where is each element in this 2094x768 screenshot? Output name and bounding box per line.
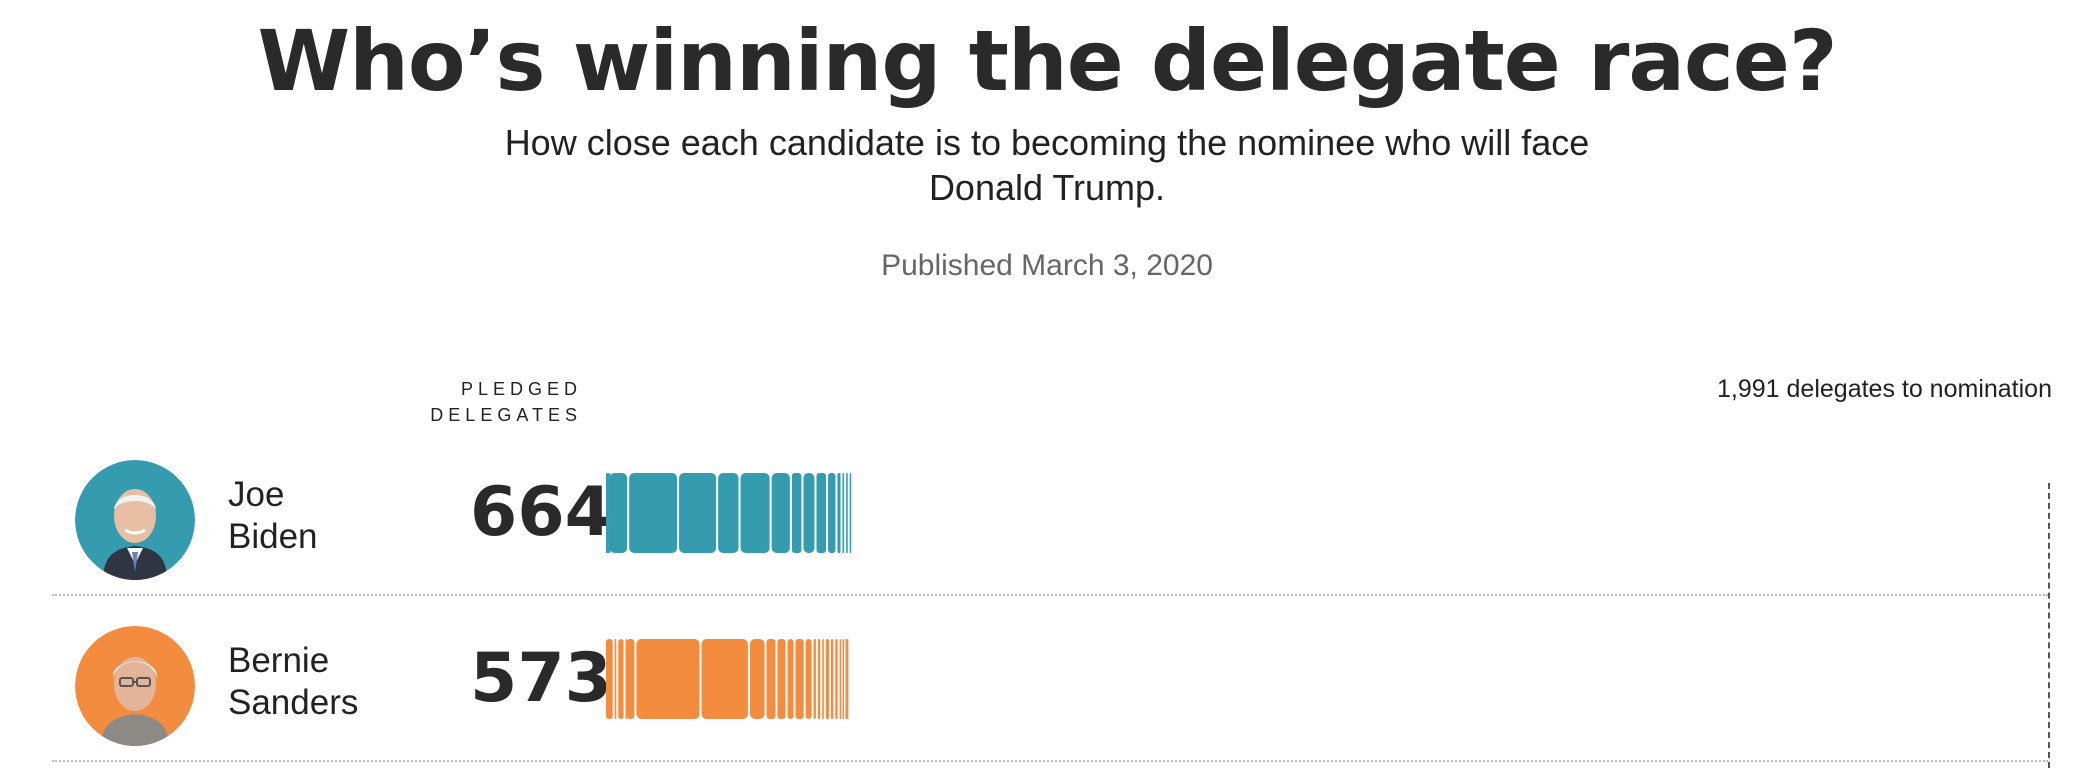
delegate-bar-biden (606, 473, 852, 553)
candidate-last-name: Biden (228, 517, 318, 556)
delegate-segment (828, 473, 836, 553)
chart-subtitle: How close each candidate is to becoming … (504, 122, 1590, 208)
delegate-bar-sanders (606, 639, 849, 719)
delegate-segment (825, 639, 829, 719)
delegate-segment (606, 639, 613, 719)
delegate-segment (771, 473, 790, 553)
delegate-segment (842, 473, 845, 553)
delegate-segment (817, 639, 821, 719)
row-divider (52, 594, 2048, 596)
candidate-first-name: Bernie (228, 641, 330, 680)
candidate-name: Bernie Sanders (228, 640, 358, 724)
delegate-segment (791, 473, 802, 553)
candidate-row-biden: Joe Biden 664 (52, 430, 2048, 596)
candidate-name: Joe Biden (228, 474, 318, 558)
delegate-segment (740, 473, 770, 553)
delegate-segment (839, 639, 842, 719)
delegate-segment (787, 639, 794, 719)
delegate-segment (816, 473, 827, 553)
pledged-delegates-header: PLEDGED DELEGATES (430, 379, 582, 425)
delegate-segment (636, 639, 700, 719)
delegate-segment (614, 639, 617, 719)
delegate-segment (822, 639, 824, 719)
delegate-segment (845, 639, 847, 719)
delegate-segment (607, 473, 609, 553)
nomination-threshold-label: 1,991 delegates to nomination (1717, 375, 2052, 403)
nomination-threshold-line (2048, 483, 2050, 768)
delegate-segment (777, 639, 786, 719)
sanders-portrait-icon (75, 626, 195, 746)
delegate-segment (718, 473, 739, 553)
delegate-segment (625, 639, 628, 719)
delegate-segment (606, 473, 608, 553)
delegate-segment (701, 639, 748, 719)
delegate-segment (629, 473, 678, 553)
candidate-row-sanders: Bernie Sanders 573 (52, 596, 2048, 762)
delegate-segment (766, 639, 776, 719)
biden-portrait-icon (75, 460, 195, 580)
row-divider (52, 760, 2048, 762)
delegate-segment (813, 639, 816, 719)
published-date: Published March 3, 2020 (881, 249, 1213, 282)
delegate-segment (679, 473, 717, 553)
delegate-segment (837, 473, 841, 553)
candidate-last-name: Sanders (228, 683, 359, 722)
delegate-count: 573 (470, 639, 612, 718)
delegate-segment (846, 639, 849, 719)
delegate-segment (849, 473, 852, 553)
delegate-segment (835, 639, 838, 719)
delegate-segment (830, 639, 834, 719)
delegate-segment (846, 473, 848, 553)
delegate-segment (842, 639, 844, 719)
delegate-count: 664 (470, 473, 612, 552)
delegate-segment (749, 639, 765, 719)
delegate-segment (805, 639, 812, 719)
delegate-segment (795, 639, 804, 719)
delegate-segment (803, 473, 815, 553)
delegate-segment (609, 473, 628, 553)
chart-title: Who’s winning the delegate race? (257, 12, 1837, 110)
candidate-first-name: Joe (228, 475, 285, 514)
delegate-segment (626, 639, 635, 719)
delegate-segment (618, 639, 624, 719)
